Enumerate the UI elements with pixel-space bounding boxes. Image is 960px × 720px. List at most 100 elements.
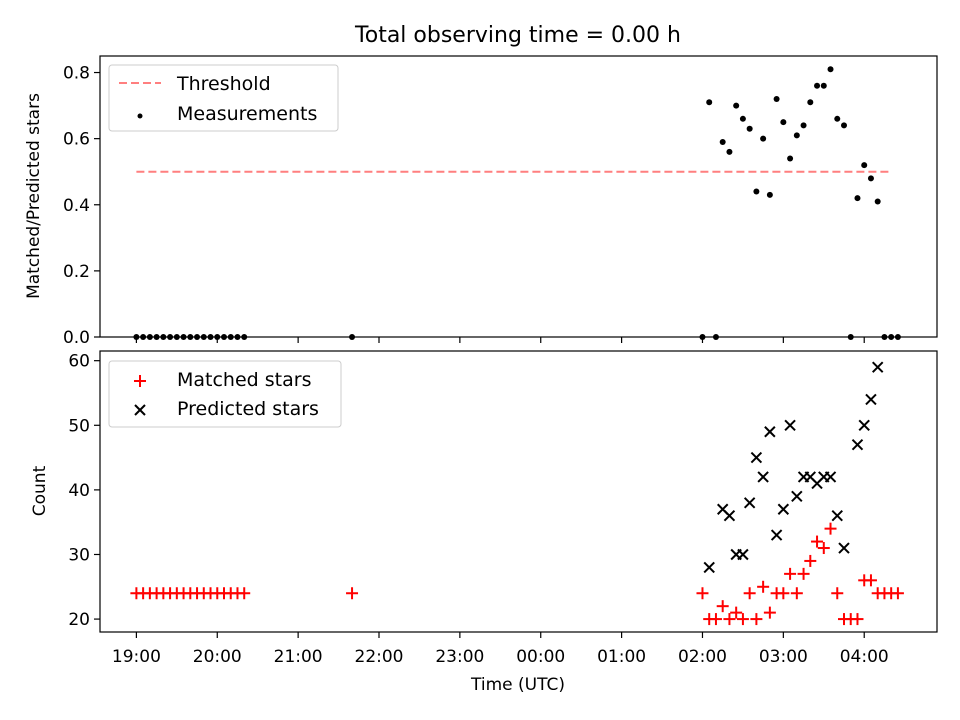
top-y-axis-label: Matched/Predicted stars bbox=[24, 93, 44, 299]
matched-star-point bbox=[797, 567, 810, 580]
x-tick-label: 20:00 bbox=[193, 647, 242, 667]
top-y-ticks: 0.0 0.2 0.4 0.6 0.8 bbox=[63, 64, 100, 348]
measurement-point bbox=[787, 155, 794, 162]
x-tick-label: 01:00 bbox=[597, 647, 646, 667]
predicted-star-point bbox=[737, 548, 749, 561]
top-legend: Threshold Measurements bbox=[108, 64, 339, 132]
legend-measurements-label: Measurements bbox=[177, 103, 317, 125]
measurement-point bbox=[841, 122, 847, 129]
bottom-y-tick-label: 20 bbox=[68, 610, 90, 630]
x-tick-label: 19:00 bbox=[112, 647, 161, 667]
legend-predicted-label: Predicted stars bbox=[177, 398, 319, 420]
bottom-y-ticks: 20 30 40 50 60 bbox=[68, 352, 100, 630]
top-y-tick-label: 0.4 bbox=[63, 196, 90, 216]
matched-star-point bbox=[730, 606, 743, 619]
matched-star-point bbox=[891, 587, 904, 600]
measurement-point bbox=[726, 148, 733, 155]
measurement-point bbox=[867, 175, 874, 182]
top-legend-box bbox=[108, 64, 339, 132]
top-y-tick-label: 0.8 bbox=[63, 64, 90, 84]
matched-star-point bbox=[790, 587, 803, 600]
x-tick-label: 22:00 bbox=[355, 647, 404, 667]
bottom-legend-box bbox=[108, 360, 342, 428]
matched-star-point bbox=[346, 587, 359, 600]
measurement-point bbox=[746, 125, 753, 132]
measurement-point bbox=[793, 132, 800, 139]
bottom-y-axis-label: Count bbox=[30, 465, 50, 516]
x-tick-label: 02:00 bbox=[678, 647, 727, 667]
x-tick-label: 04:00 bbox=[840, 647, 889, 667]
predicted-star-point bbox=[791, 490, 803, 503]
bottom-y-tick-label: 60 bbox=[68, 352, 90, 372]
x-axis-label: Time (UTC) bbox=[470, 675, 565, 695]
predicted-star-point bbox=[777, 503, 790, 515]
matched-star-point bbox=[763, 606, 776, 619]
predicted-star-point bbox=[831, 510, 843, 522]
matched-star-point bbox=[817, 542, 830, 555]
measurement-point bbox=[820, 82, 827, 89]
measurement-point bbox=[874, 198, 881, 205]
legend-threshold-label: Threshold bbox=[176, 73, 271, 95]
bottom-y-tick-label: 40 bbox=[68, 481, 90, 501]
matched-star-point bbox=[750, 613, 763, 626]
matched-star-point bbox=[716, 600, 729, 613]
legend-matched-label: Matched stars bbox=[177, 369, 311, 391]
measurement-point bbox=[719, 138, 726, 145]
matched-star-point bbox=[851, 613, 864, 626]
matched-star-point bbox=[723, 613, 736, 626]
x-tick-label: 03:00 bbox=[759, 647, 808, 667]
measurement-point bbox=[800, 122, 807, 129]
top-y-tick-label: 0.6 bbox=[63, 130, 90, 150]
bottom-y-tick-label: 30 bbox=[68, 545, 90, 565]
measurement-point bbox=[733, 102, 740, 109]
predicted-star-point bbox=[757, 471, 769, 483]
predicted-star-point bbox=[764, 426, 776, 438]
predicted-star-point bbox=[858, 419, 870, 431]
matched-star-point bbox=[757, 580, 770, 593]
legend-predicted-swatch bbox=[134, 404, 146, 416]
matched-star-point bbox=[784, 567, 797, 580]
matched-star-point bbox=[831, 587, 844, 600]
matched-star-point bbox=[736, 613, 749, 626]
measurement-point bbox=[814, 82, 821, 89]
measurement-point bbox=[780, 119, 787, 126]
measurement-point bbox=[706, 99, 713, 106]
measurement-point bbox=[854, 195, 861, 202]
legend-measurements-swatch bbox=[137, 113, 143, 119]
chart-title: Total observing time = 0.00 h bbox=[354, 23, 681, 48]
measurement-point bbox=[773, 95, 780, 102]
matched-star-point bbox=[811, 535, 824, 548]
measurement-point bbox=[760, 135, 767, 142]
bottom-axes-frame bbox=[99, 350, 938, 633]
predicted-star-point bbox=[750, 451, 763, 464]
measurement-point bbox=[827, 66, 834, 73]
predicted-star-point bbox=[770, 529, 783, 541]
x-tick-label: 23:00 bbox=[435, 647, 484, 667]
top-axes-frame bbox=[99, 55, 938, 338]
x-tick-label: 21:00 bbox=[274, 647, 323, 667]
top-panel: Matched/Predicted stars 0.00.20.40.60.8 … bbox=[24, 55, 938, 348]
matched-star-point bbox=[709, 613, 722, 626]
measurement-point bbox=[739, 115, 746, 122]
matched-star-point bbox=[864, 574, 877, 587]
measurement-point bbox=[861, 162, 868, 169]
predicted-star-point bbox=[851, 438, 864, 451]
matched-star-point bbox=[743, 587, 756, 600]
predicted-star-point bbox=[723, 510, 736, 522]
predicted-star-point bbox=[871, 361, 884, 373]
bottom-plot-area bbox=[130, 361, 904, 626]
bottom-panel: Count Time (UTC) 20 30 40 50 60 19:00 20:00 21… bbox=[30, 350, 938, 695]
matched-star-point bbox=[777, 587, 790, 600]
bottom-legend: Matched stars Predicted stars bbox=[108, 360, 342, 428]
measurement-point bbox=[766, 191, 773, 198]
matched-star-point bbox=[696, 587, 709, 600]
predicted-star-point bbox=[865, 393, 877, 406]
predicted-star-point bbox=[838, 542, 850, 554]
measurement-point bbox=[834, 115, 841, 122]
matched-star-point bbox=[238, 587, 251, 600]
matched-star-point bbox=[804, 554, 817, 567]
top-y-tick-label: 0.2 bbox=[63, 262, 90, 282]
measurement-point bbox=[807, 99, 814, 106]
matched-star-point bbox=[824, 522, 837, 535]
